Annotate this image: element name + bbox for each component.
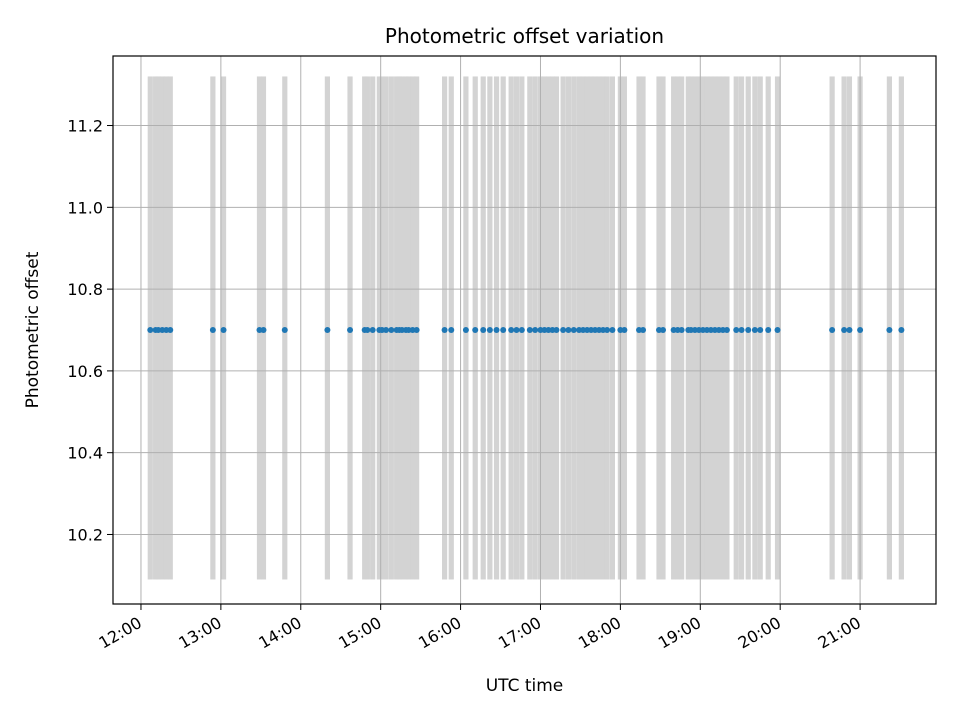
data-point (738, 327, 745, 333)
data-point (846, 327, 853, 333)
y-axis-ticks: 10.2 10.4 10.6 10.8 11.0 11.2 (67, 117, 113, 544)
data-point (751, 327, 758, 333)
data-point (723, 327, 730, 333)
data-point (167, 327, 174, 333)
y-tick-label: 10.8 (67, 280, 103, 299)
data-point (621, 327, 628, 333)
data-point (513, 327, 520, 333)
data-point (486, 327, 493, 333)
data-point (609, 327, 616, 333)
plot-frame (112, 55, 937, 605)
data-point (260, 327, 267, 333)
data-point (388, 327, 395, 333)
data-point (553, 327, 560, 333)
data-point (745, 327, 752, 333)
data-point (508, 327, 515, 333)
data-point (733, 327, 740, 333)
data-point (532, 327, 539, 333)
y-tick-label: 10.2 (67, 525, 103, 544)
data-point (898, 327, 905, 333)
data-point (604, 327, 611, 333)
data-point (281, 327, 288, 333)
data-point (886, 327, 893, 333)
data-point (500, 327, 507, 333)
data-point (364, 327, 371, 333)
data-point (448, 327, 455, 333)
data-point (857, 327, 864, 333)
points-layer (147, 327, 905, 333)
data-point (413, 327, 420, 333)
data-point (560, 327, 567, 333)
data-point (324, 327, 331, 333)
y-tick-label: 10.6 (67, 362, 103, 381)
data-point (659, 327, 666, 333)
data-point (383, 327, 390, 333)
chart-title: Photometric offset variation (385, 24, 664, 48)
data-point (220, 327, 227, 333)
data-point (640, 327, 647, 333)
data-point (480, 327, 487, 333)
data-point (757, 327, 764, 333)
data-point (347, 327, 354, 333)
x-axis-title: UTC time (486, 676, 564, 696)
data-point (462, 327, 469, 333)
data-point (526, 327, 533, 333)
data-point (570, 327, 577, 333)
data-point (441, 327, 448, 333)
data-point (518, 327, 525, 333)
y-tick-label: 10.4 (67, 444, 103, 463)
y-tick-label: 11.2 (67, 117, 103, 136)
data-point (774, 327, 781, 333)
data-point (841, 327, 848, 333)
data-point (678, 327, 685, 333)
data-point (565, 327, 572, 333)
data-point (472, 327, 479, 333)
y-tick-label: 11.0 (67, 198, 103, 217)
data-point (369, 327, 376, 333)
data-point (209, 327, 216, 333)
data-point (765, 327, 772, 333)
data-point (829, 327, 836, 333)
data-point (147, 327, 154, 333)
data-point (493, 327, 500, 333)
y-axis-title: Photometric offset (23, 251, 43, 408)
